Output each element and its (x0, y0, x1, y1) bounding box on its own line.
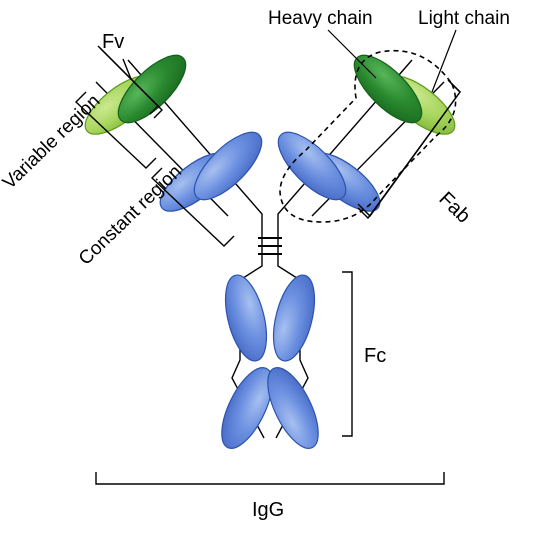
igg-diagram: Fv Variable region Constant region Heavy… (0, 0, 540, 539)
fc-label: Fc (364, 345, 386, 367)
right-arm (268, 45, 463, 221)
domain-ch2-right (266, 271, 322, 365)
fc-bracket (342, 272, 352, 436)
igg-label: IgG (252, 499, 284, 521)
variable-region-label: Variable region (0, 91, 104, 194)
left-arm (76, 45, 271, 221)
domain-ch3-right (258, 361, 329, 456)
fc-stem (212, 271, 329, 455)
domain-ch2-left (218, 271, 274, 365)
heavy-chain-label: Heavy chain (268, 8, 373, 29)
constant-region-label: Constant region (75, 161, 186, 269)
fab-label: Fab (435, 188, 475, 228)
light-chain-label: Light chain (418, 8, 510, 29)
igg-bracket (96, 472, 444, 484)
fv-label: Fv (102, 31, 124, 53)
heavy-chain-leader (328, 30, 376, 78)
